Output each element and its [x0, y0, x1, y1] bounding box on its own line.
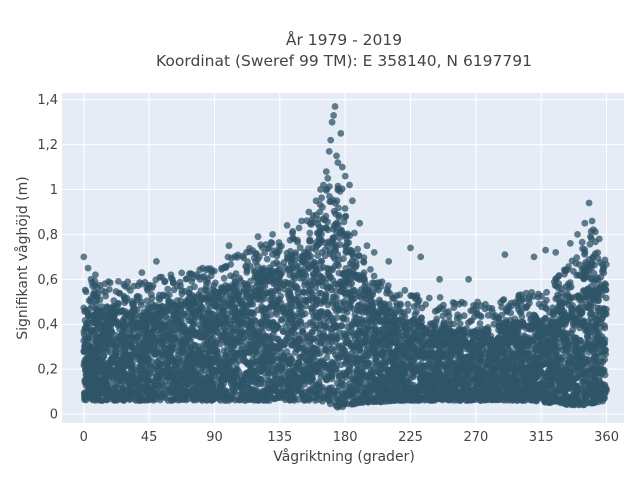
data-point: [291, 274, 299, 282]
data-point: [591, 314, 599, 322]
data-point: [280, 341, 287, 349]
data-point: [321, 323, 329, 331]
data-point: [324, 226, 332, 234]
data-point: [409, 373, 417, 381]
data-point: [180, 311, 188, 318]
data-point: [340, 330, 348, 337]
data-point: [231, 279, 239, 286]
data-point: [603, 306, 610, 313]
data-point: [314, 252, 322, 259]
data-point: [198, 313, 206, 321]
data-point: [471, 360, 479, 368]
data-point: [93, 339, 100, 347]
data-point: [556, 381, 563, 389]
data-point: [291, 349, 299, 356]
data-point: [575, 293, 583, 301]
data-point: [355, 301, 363, 309]
data-point: [116, 377, 124, 385]
data-point: [174, 351, 182, 359]
data-point: [599, 314, 606, 322]
data-point: [332, 287, 340, 295]
data-point: [545, 354, 552, 362]
data-point: [342, 265, 350, 272]
data-point: [165, 386, 173, 393]
data-point: [240, 334, 248, 342]
data-point: [342, 370, 350, 378]
data-point: [340, 255, 347, 263]
chart-title-line-1: År 1979 - 2019: [286, 30, 402, 49]
data-point: [97, 314, 105, 321]
data-point: [317, 258, 325, 265]
data-point: [268, 289, 276, 297]
chart-title-line-2: Koordinat (Sweref 99 TM): E 358140, N 61…: [156, 52, 532, 70]
data-point: [102, 346, 109, 354]
data-point: [281, 285, 288, 293]
data-point: [417, 371, 425, 379]
data-point: [224, 283, 232, 291]
data-point: [335, 204, 342, 212]
data-points: [80, 103, 610, 411]
data-point: [361, 295, 369, 303]
data-point: [312, 324, 319, 332]
